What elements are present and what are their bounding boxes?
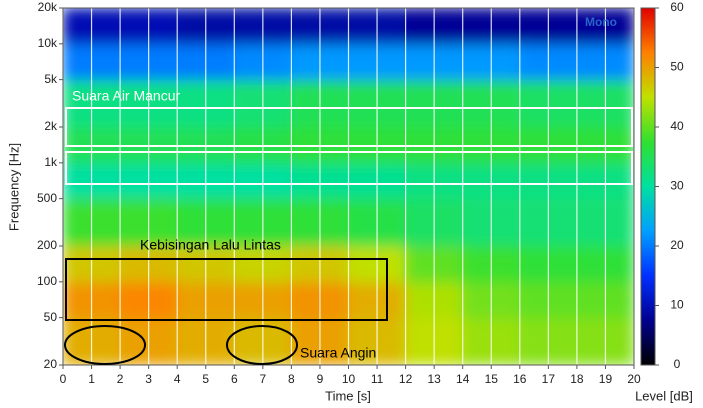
x-axis-label: Time [s] [325, 388, 371, 403]
x-tick-label: 19 [599, 372, 613, 386]
x-tick-label: 17 [542, 372, 556, 386]
colorbar [640, 7, 656, 366]
colorbar-tick-label: 10 [670, 298, 684, 312]
channel-label: Mono [585, 15, 617, 29]
x-tick-label: 0 [60, 372, 67, 386]
x-tick-label: 14 [456, 372, 470, 386]
y-tick-label: 500 [37, 191, 57, 205]
annotation-text: Kebisingan Lalu Lintas [140, 237, 281, 253]
annotation-ellipse [226, 325, 298, 365]
annotation-text: Suara Angin [300, 345, 376, 361]
x-tick-label: 11 [371, 372, 384, 386]
colorbar-tick-label: 20 [670, 238, 684, 252]
y-tick-label: 10k [38, 36, 58, 50]
x-tick-label: 18 [570, 372, 584, 386]
y-axis-label: Frequency [Hz] [6, 143, 21, 231]
x-tick-label: 16 [513, 372, 527, 386]
annotation-text: Suara Air Mancur [72, 88, 180, 104]
x-tick-label: 20 [627, 372, 641, 386]
x-tick-label: 2 [117, 372, 124, 386]
x-tick-label: 13 [427, 372, 441, 386]
y-tick-label: 20k [38, 0, 58, 14]
colorbar-tick-label: 40 [670, 119, 684, 133]
y-tick-label: 50 [44, 310, 58, 324]
x-tick-label: 15 [485, 372, 499, 386]
x-tick-label: 3 [145, 372, 152, 386]
x-tick-label: 10 [342, 372, 356, 386]
y-tick-label: 200 [37, 238, 57, 252]
annotation-box [65, 107, 633, 147]
colorbar-label: Level [dB] [635, 388, 693, 403]
x-tick-label: 12 [399, 372, 413, 386]
x-tick-label: 5 [202, 372, 209, 386]
y-tick-label: 20 [44, 357, 58, 371]
colorbar-tick-label: 30 [670, 179, 684, 193]
y-tick-label: 100 [37, 274, 57, 288]
x-tick-label: 9 [317, 372, 324, 386]
y-tick-label: 5k [44, 72, 58, 86]
colorbar-tick-label: 0 [674, 357, 681, 371]
annotation-ellipse [64, 325, 146, 365]
annotation-box [65, 258, 388, 321]
x-tick-label: 8 [288, 372, 295, 386]
colorbar-tick-label: 50 [670, 60, 684, 74]
x-tick-label: 4 [174, 372, 181, 386]
annotation-box [65, 151, 633, 185]
x-tick-label: 6 [231, 372, 238, 386]
y-tick-label: 2k [44, 119, 58, 133]
y-tick-label: 1k [44, 155, 58, 169]
colorbar-tick-label: 60 [670, 0, 684, 14]
x-tick-label: 7 [260, 372, 267, 386]
x-tick-label: 1 [88, 372, 95, 386]
